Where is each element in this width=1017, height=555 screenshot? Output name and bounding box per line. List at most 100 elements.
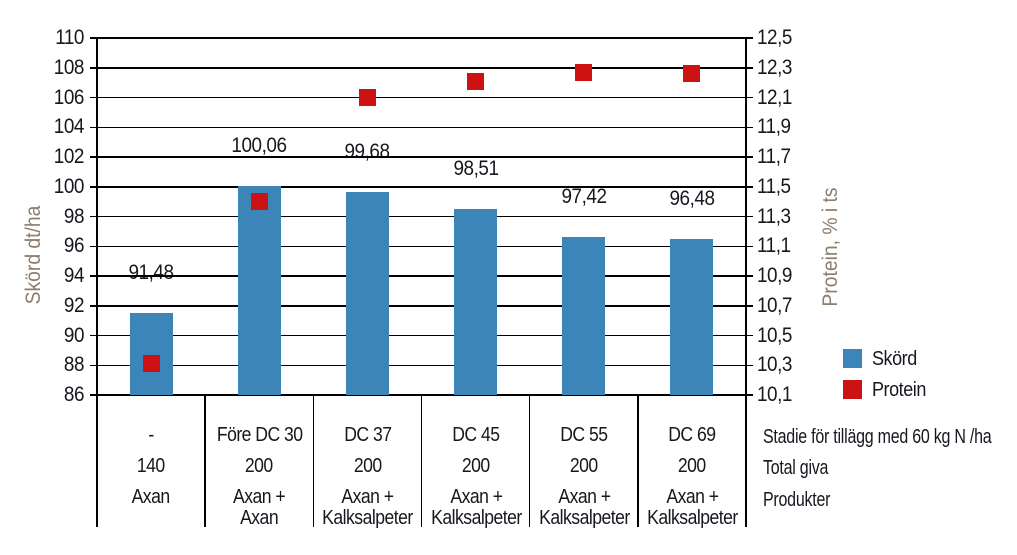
right-axis-tick-label: 10,9: [757, 264, 792, 287]
left-axis-tick: [90, 394, 97, 396]
left-axis-tick: [90, 186, 97, 188]
category-total-label-text: 200: [461, 455, 490, 477]
right-axis-line: [745, 38, 747, 527]
gridline: [97, 305, 740, 307]
category-products-label-text: Axan + Kalksalpeter: [322, 486, 414, 529]
left-axis-tick: [90, 96, 97, 99]
skord-bar: [345, 191, 389, 395]
gridline: [97, 275, 740, 277]
category-total-label: 200: [208, 455, 310, 477]
left-axis-tick-label: 106: [53, 85, 85, 109]
left-axis-tick: [90, 245, 97, 247]
category-divider: [420, 395, 423, 527]
left-axis-tick-label: 96: [63, 234, 85, 258]
right-axis-tick-label: 11,9: [757, 115, 791, 139]
left-axis-tick-label: 94: [63, 264, 85, 287]
gridline: [97, 37, 740, 39]
category-stage-label-text: DC 69: [668, 424, 716, 446]
category-products-label-text: Axan: [132, 486, 171, 508]
left-axis-tick: [90, 37, 97, 39]
left-axis-line: [96, 38, 98, 527]
left-axis-tick-label: 100: [53, 174, 85, 198]
category-total-label: 200: [316, 455, 418, 477]
left-axis-tick-label: 104: [53, 115, 85, 139]
category-total-label: 200: [641, 455, 743, 477]
category-total-label-text: 200: [569, 455, 598, 477]
left-axis-tick-label: 88: [63, 353, 85, 377]
left-axis-tick: [90, 156, 97, 158]
right-axis-tick-label: 10,7: [757, 293, 792, 317]
category-total-label-text: 200: [678, 455, 706, 477]
category-stage-label: DC 45: [425, 424, 527, 446]
category-total-label: 200: [425, 455, 527, 477]
legend-swatch-skörd: [843, 349, 862, 368]
right-axis-tick-label: 11,5: [757, 174, 791, 198]
gridline: [97, 245, 740, 247]
category-stage-label-text: DC 37: [343, 424, 392, 446]
right-axis-tick-label: 10,3: [757, 353, 792, 377]
category-stage-label-text: Före DC 30: [216, 424, 303, 446]
left-axis-tick-label: 110: [55, 26, 84, 49]
protein-marker: [358, 89, 376, 106]
protein-marker: [142, 355, 160, 373]
gridline: [97, 186, 740, 188]
right-axis-tick-label: 11,1: [757, 234, 791, 258]
category-stage-label: -: [100, 424, 202, 446]
bar-value-label: 99,68: [344, 139, 391, 163]
category-stage-label: DC 69: [641, 424, 743, 446]
category-total-label-text: 140: [137, 455, 165, 477]
category-total-label-text: 200: [353, 455, 382, 477]
protein-marker: [467, 72, 485, 90]
left-axis-tick-label: 108: [53, 55, 85, 79]
left-axis-tick: [90, 364, 97, 366]
right-axis-tick-label: 10,5: [757, 323, 792, 347]
category-stage-label: DC 55: [533, 424, 635, 446]
protein-marker: [683, 65, 701, 83]
skord-bar: [454, 208, 498, 395]
right-axis-title: Protein, % i ts: [819, 187, 842, 307]
left-axis-tick: [90, 305, 97, 307]
category-products-label-text: Axan + Kalksalpeter: [646, 486, 738, 529]
skord-bar: [670, 239, 714, 395]
bar-value-label: 98,51: [453, 156, 499, 180]
category-stage-label-text: DC 55: [560, 424, 608, 446]
category-products-label-text: Axan + Kalksalpeter: [538, 486, 630, 529]
gridline: [97, 67, 740, 69]
skord-bar: [562, 237, 606, 395]
category-stage-label-text: -: [148, 424, 154, 446]
row-label-total: Total giva: [763, 457, 829, 479]
category-divider: [312, 395, 315, 527]
right-axis-tick-label: 11,3: [757, 204, 791, 228]
right-axis-tick-label: 10,1: [757, 383, 792, 406]
legend-item: Protein: [843, 379, 993, 401]
bar-value-label: 96,48: [669, 187, 715, 211]
category-total-label: 140: [100, 455, 202, 477]
left-axis-tick: [90, 275, 97, 277]
category-stage-label: DC 37: [316, 424, 418, 446]
gridline: [97, 394, 740, 396]
category-total-label-text: 200: [245, 455, 274, 477]
legend-swatch-protein: [843, 380, 862, 399]
category-products-label-text: Axan + Kalksalpeter: [430, 486, 522, 529]
gridline: [97, 215, 740, 218]
bar-value-label: 97,42: [561, 185, 607, 209]
category-divider: [528, 395, 531, 527]
left-axis-tick: [90, 334, 97, 337]
category-total-label: 200: [533, 455, 635, 477]
left-axis-tick: [90, 126, 97, 128]
row-label-products: Produkter: [763, 489, 831, 511]
row-label-stage: Stadie för tillägg med 60 kg N /ha: [763, 426, 992, 448]
category-products-label: Axan + Kalksalpeter: [316, 487, 418, 531]
protein-marker: [250, 193, 268, 211]
right-axis-tick-label: 12,5: [757, 26, 792, 49]
protein-marker: [575, 63, 593, 81]
bar-value-label: 91,48: [128, 261, 175, 285]
gridline: [97, 334, 740, 337]
right-axis-tick-label: 12,1: [757, 85, 792, 109]
category-divider: [637, 395, 639, 527]
category-stage-label-text: DC 45: [451, 424, 500, 446]
category-stage-label: Före DC 30: [208, 424, 310, 446]
left-axis-tick-label: 90: [63, 323, 85, 347]
skord-bar: [129, 313, 173, 395]
